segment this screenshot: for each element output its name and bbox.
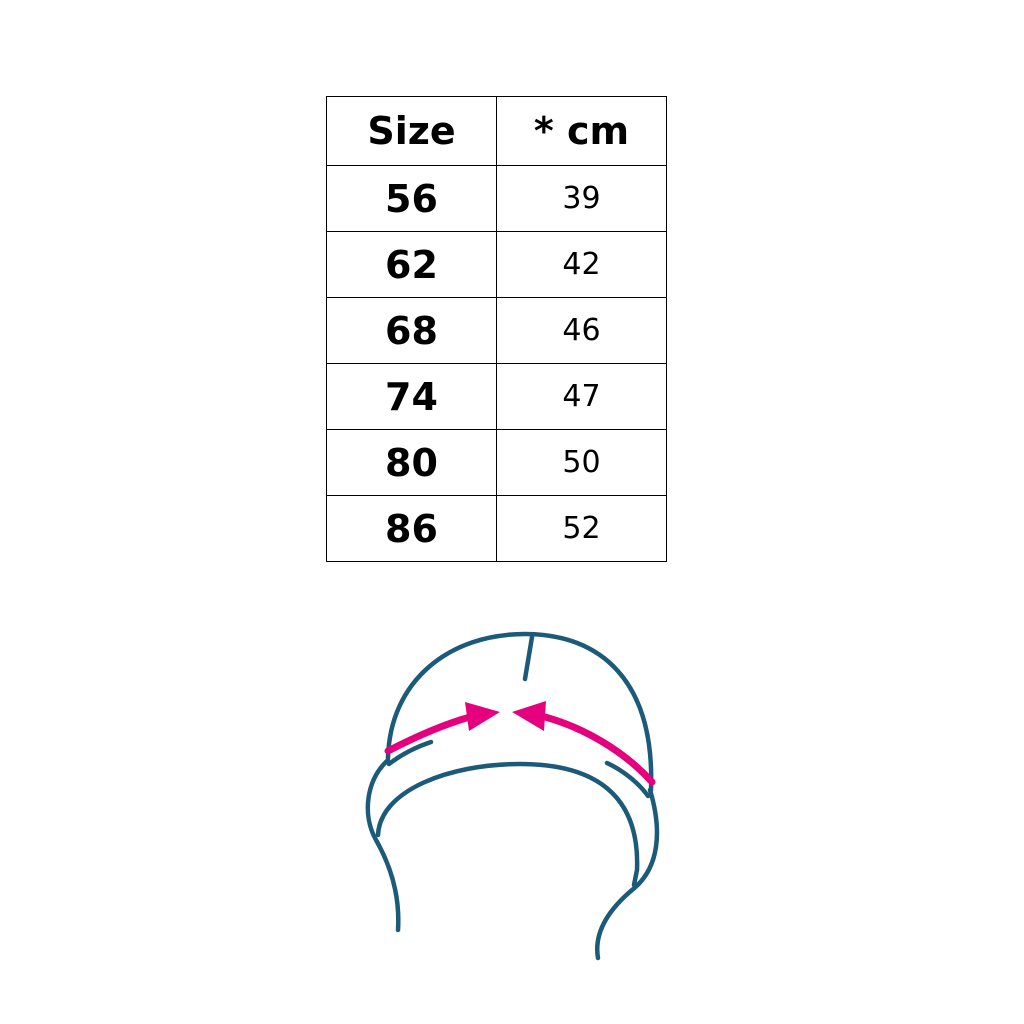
hat-seam bbox=[522, 634, 535, 682]
cm-cell: 42 bbox=[496, 231, 667, 298]
hat-dome bbox=[385, 631, 654, 793]
table-row: 74 47 bbox=[326, 363, 667, 430]
hat-brim-inner bbox=[375, 761, 640, 888]
size-cell: 80 bbox=[326, 429, 497, 496]
cm-cell: 52 bbox=[496, 495, 667, 562]
arrow-right-shaft bbox=[541, 713, 656, 786]
table-header-row: Size * cm bbox=[326, 96, 667, 166]
hat-brim-outer bbox=[365, 757, 401, 933]
size-cell: 74 bbox=[326, 363, 497, 430]
size-chart-table: Size * cm 56 39 62 42 68 46 74 47 80 50 86 52 bbox=[326, 96, 667, 562]
size-cell: 56 bbox=[326, 165, 497, 232]
arrow-left-shaft bbox=[384, 713, 474, 755]
hat-brim-right-line bbox=[604, 760, 651, 799]
header-cm: * cm bbox=[496, 96, 667, 166]
head-right-neck bbox=[595, 787, 660, 961]
arrow-left-pointing-head bbox=[512, 701, 546, 731]
cm-cell: 50 bbox=[496, 429, 667, 496]
header-size: Size bbox=[326, 96, 497, 166]
table-row: 86 52 bbox=[326, 495, 667, 562]
arrow-right-pointing-head bbox=[465, 702, 500, 731]
cm-cell: 47 bbox=[496, 363, 667, 430]
size-cell: 86 bbox=[326, 495, 497, 562]
hat-brim-left-line bbox=[386, 739, 434, 767]
table-row: 80 50 bbox=[326, 429, 667, 496]
table-row: 62 42 bbox=[326, 231, 667, 298]
